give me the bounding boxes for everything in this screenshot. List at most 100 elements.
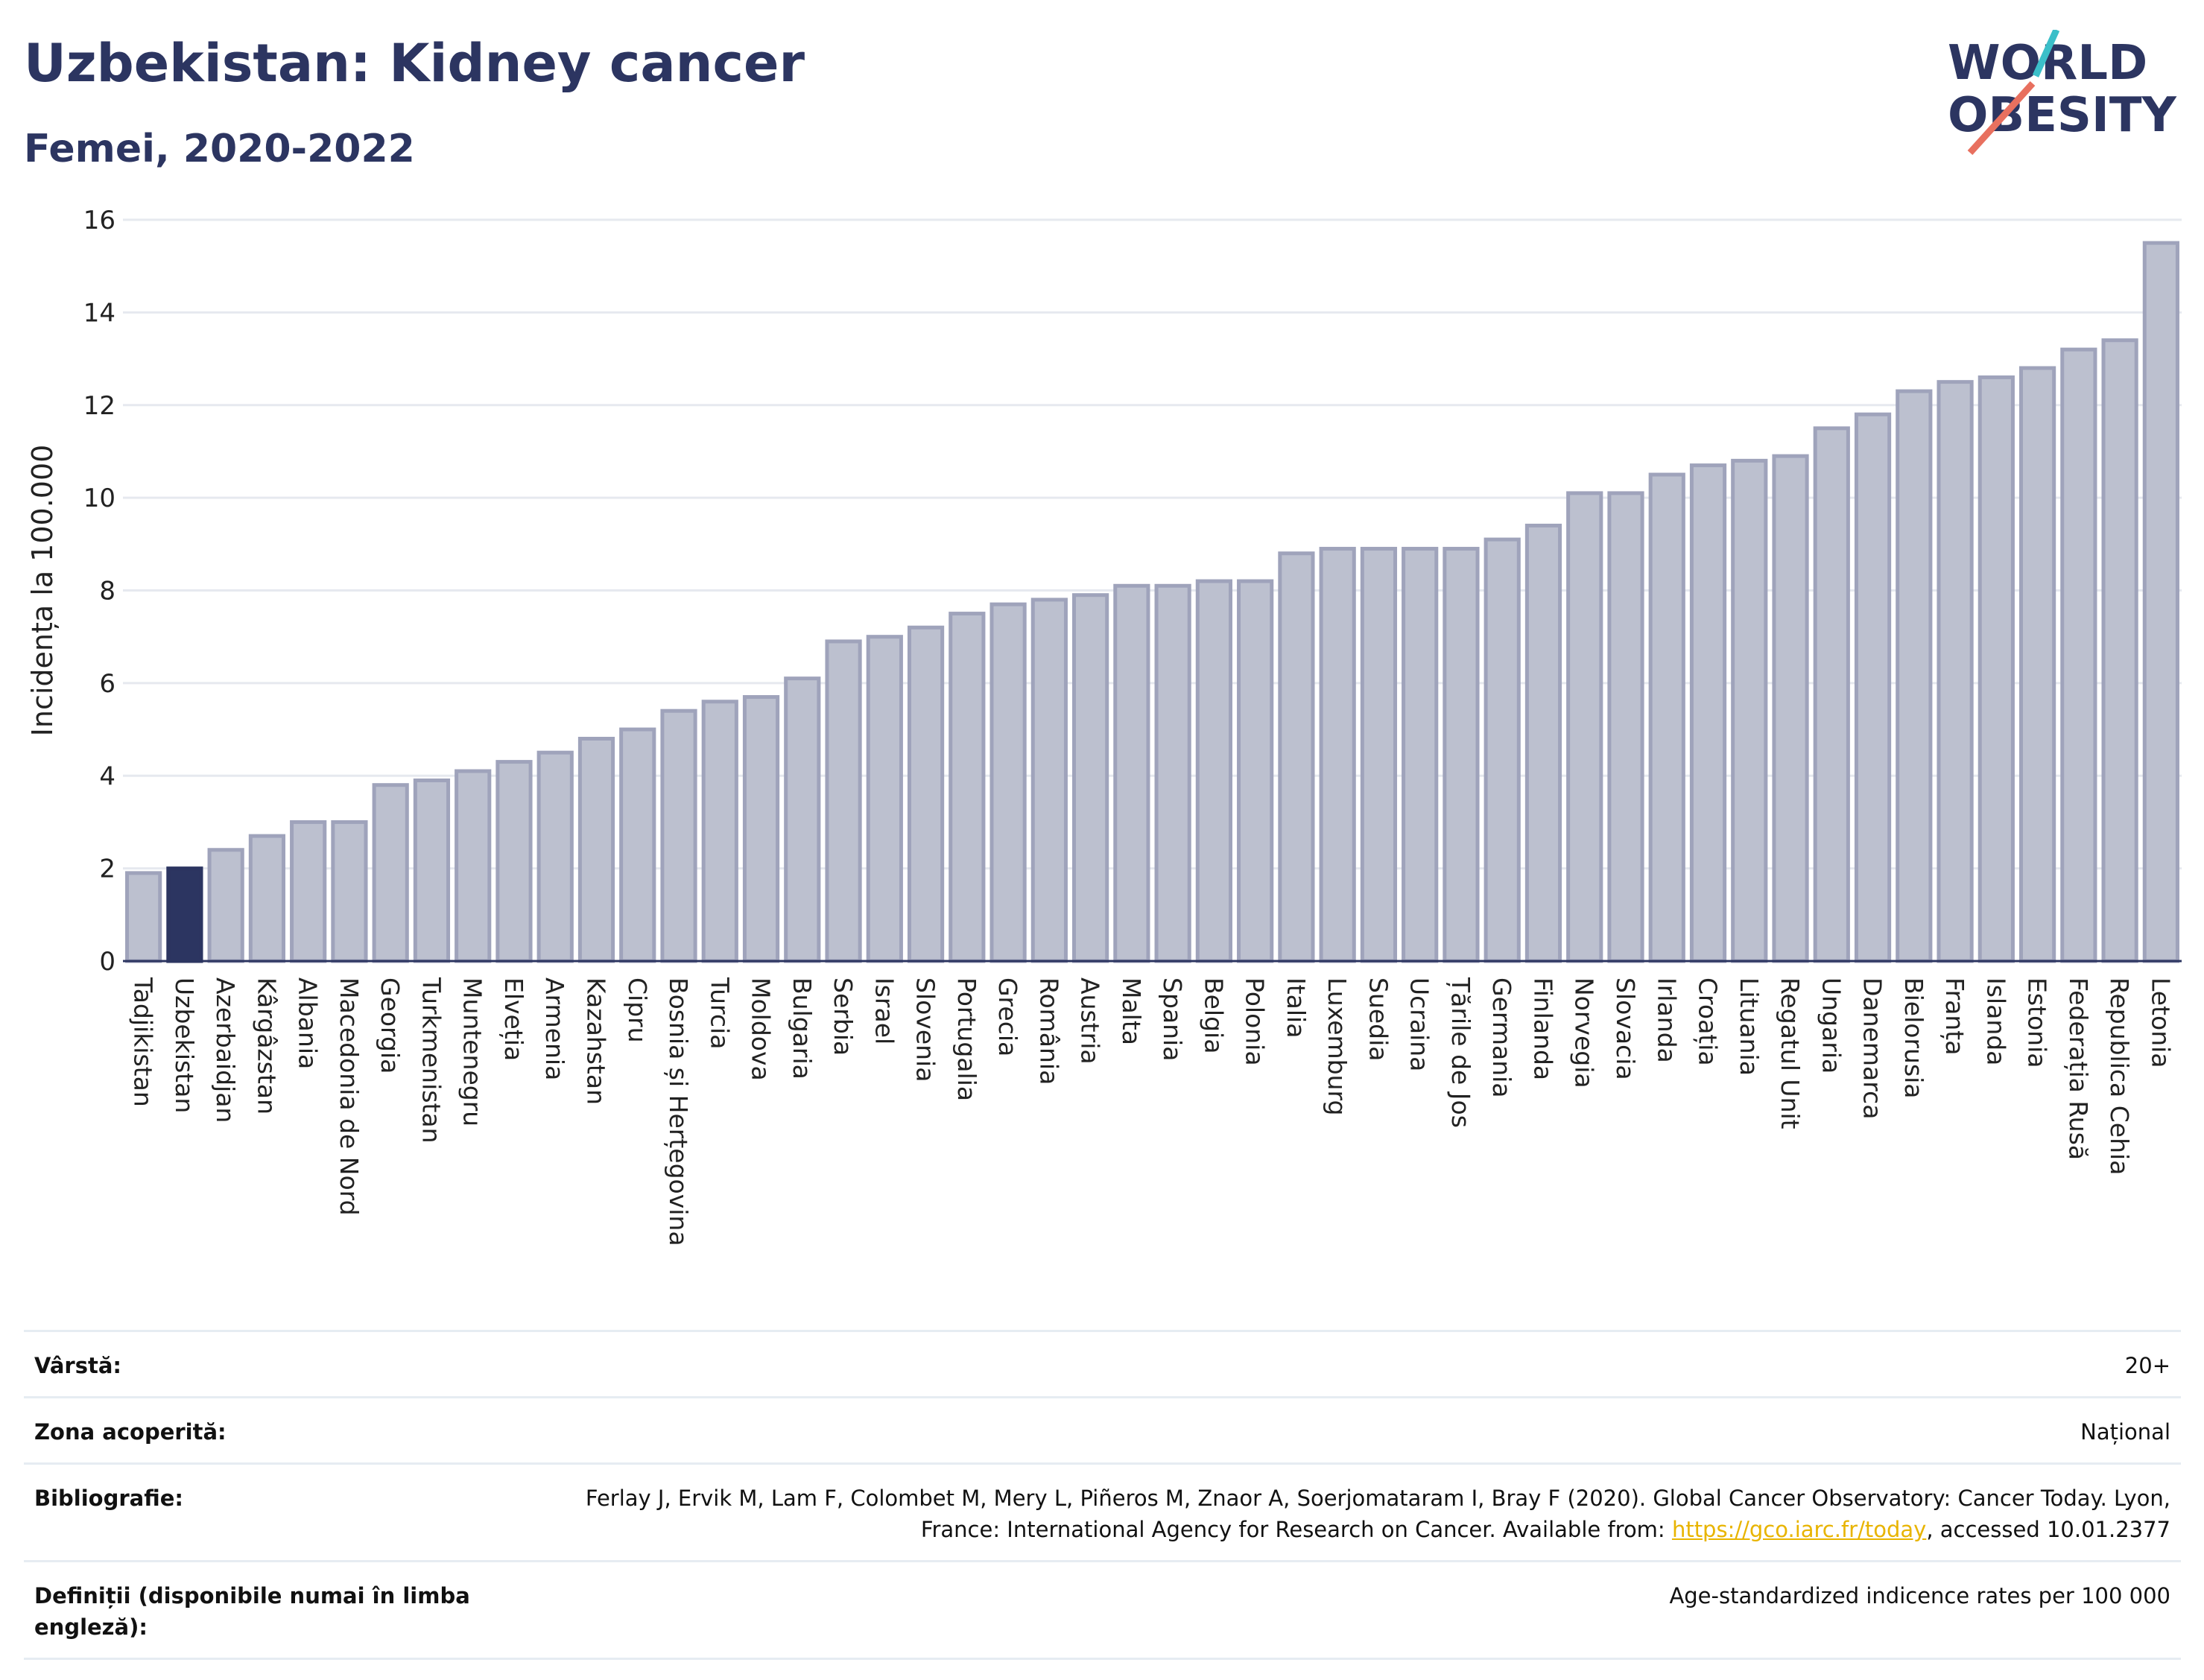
info-row-bibliography: Bibliografie: Ferlay J, Ervik M, Lam F, … xyxy=(24,1462,2181,1560)
info-key-age: Vârstă: xyxy=(34,1353,122,1378)
bar xyxy=(1731,458,1768,963)
bar xyxy=(2142,241,2179,963)
bar xyxy=(1278,551,1315,963)
x-category-label: Georgia xyxy=(376,977,405,1074)
bar xyxy=(1113,583,1150,963)
x-category-label: Muntenegru xyxy=(458,977,487,1126)
bar xyxy=(207,848,244,963)
x-category-label: Danemarca xyxy=(1858,977,1887,1119)
x-category-label: Albania xyxy=(294,977,323,1069)
bibliography-accessed: , accessed 10.01.2377 xyxy=(1926,1517,2170,1542)
x-category-label: Republica Cehia xyxy=(2105,977,2134,1175)
bar xyxy=(536,750,574,963)
bar xyxy=(125,871,162,963)
x-category-label: Slovenia xyxy=(911,977,940,1082)
y-tick-label: 6 xyxy=(99,669,115,699)
x-category-label: Austria xyxy=(1076,977,1105,1065)
x-category-label: Bosnia și Herțegovina xyxy=(663,977,693,1246)
x-category-label: Ungaria xyxy=(1817,977,1846,1074)
bar xyxy=(1443,547,1480,963)
bar xyxy=(1566,491,1603,963)
info-key-definitions: Definiții (disponibile numai în limba en… xyxy=(34,1583,470,1640)
bar xyxy=(1977,375,2015,963)
x-category-label: Italia xyxy=(1282,977,1311,1038)
x-category-label: Tadjikistan xyxy=(129,977,158,1107)
bar xyxy=(1030,597,1068,963)
bars xyxy=(125,241,2179,963)
y-tick-label: 10 xyxy=(83,484,115,513)
x-category-label: Țările de Jos xyxy=(1445,977,1475,1128)
x-category-label: Letonia xyxy=(2146,977,2175,1068)
bar xyxy=(248,834,286,963)
bar xyxy=(1648,472,1685,963)
x-category-label: Portugalia xyxy=(952,977,981,1101)
x-category-label: Kazahstan xyxy=(581,977,610,1105)
y-tick-labels: 0 2 4 6 8 10 12 14 16 xyxy=(83,206,115,977)
x-category-label: Federația Rusă xyxy=(2063,977,2093,1160)
x-category-label: Moldova xyxy=(747,977,776,1081)
x-category-label: Turkmenistan xyxy=(417,977,446,1144)
bar xyxy=(1854,412,1892,963)
bar xyxy=(1483,537,1521,963)
x-category-label: Grecia xyxy=(993,977,1022,1056)
logo-slash-bottom xyxy=(1967,80,2036,156)
info-value-age: 20+ xyxy=(2124,1353,2170,1378)
chart-title: Uzbekistan: Kidney cancer xyxy=(24,33,805,94)
x-category-label: Macedonia de Nord xyxy=(335,977,364,1216)
bar xyxy=(1607,491,1644,963)
x-category-label: Irlanda xyxy=(1652,977,1681,1063)
y-tick-label: 14 xyxy=(83,298,115,328)
x-category-label: Germania xyxy=(1487,977,1516,1098)
bar xyxy=(1937,380,1974,963)
x-category-label: Malta xyxy=(1117,977,1146,1045)
bar xyxy=(372,783,409,963)
x-category-label: Ucraina xyxy=(1405,977,1434,1071)
bar xyxy=(866,635,903,963)
info-key-bibliography: Bibliografie: xyxy=(34,1486,183,1511)
x-category-label: Luxemburg xyxy=(1323,977,1352,1115)
bar xyxy=(784,676,821,963)
bar xyxy=(331,820,368,963)
bar xyxy=(1524,523,1562,963)
x-category-labels: Tadjikistan Uzbekistan Azerbaidjan Kârgâzst… xyxy=(129,977,2176,1246)
bar xyxy=(619,727,656,963)
bar-highlighted xyxy=(166,866,203,963)
x-category-label: Elveția xyxy=(498,977,528,1061)
bar xyxy=(949,612,986,963)
x-category-label: România xyxy=(1034,977,1063,1085)
y-tick-label: 4 xyxy=(99,761,115,791)
info-value-coverage: Național xyxy=(2080,1419,2170,1445)
x-category-label: Azerbaidjan xyxy=(211,977,240,1123)
bar xyxy=(1195,579,1232,963)
bar xyxy=(2018,366,2056,963)
bar xyxy=(413,778,451,963)
info-row-age: Vârstă: 20+ xyxy=(24,1330,2181,1396)
bar xyxy=(2101,338,2138,963)
info-table: Vârstă: 20+ Zona acoperită: Național Bib… xyxy=(24,1330,2181,1660)
bar xyxy=(825,639,862,963)
x-category-label: Uzbekistan xyxy=(170,977,199,1113)
bibliography-link[interactable]: https://gco.iarc.fr/today xyxy=(1671,1517,1927,1542)
bar xyxy=(989,602,1027,963)
bar xyxy=(1072,593,1109,963)
chart-subtitle: Femei, 2020-2022 xyxy=(24,127,415,171)
bar xyxy=(1896,389,1933,963)
bar xyxy=(1319,547,1356,963)
x-category-label: Cipru xyxy=(623,977,652,1043)
bar xyxy=(495,760,533,963)
x-category-label: Polonia xyxy=(1241,977,1270,1066)
bar xyxy=(1237,579,1274,963)
x-category-label: Spania xyxy=(1158,977,1187,1061)
bar xyxy=(1689,463,1727,963)
x-category-label: Armenia xyxy=(540,977,569,1080)
y-tick-label: 12 xyxy=(83,391,115,421)
bar xyxy=(907,625,945,963)
y-tick-label: 16 xyxy=(83,206,115,235)
bar xyxy=(1772,454,1809,963)
info-value-definitions: Age-standardized indicence rates per 100… xyxy=(1669,1583,2170,1608)
x-category-label: Franța xyxy=(1939,977,1969,1055)
bar xyxy=(455,769,492,963)
x-category-label: Regatul Unit xyxy=(1776,977,1805,1129)
bar xyxy=(290,820,327,963)
x-category-label: Israel xyxy=(870,977,899,1045)
